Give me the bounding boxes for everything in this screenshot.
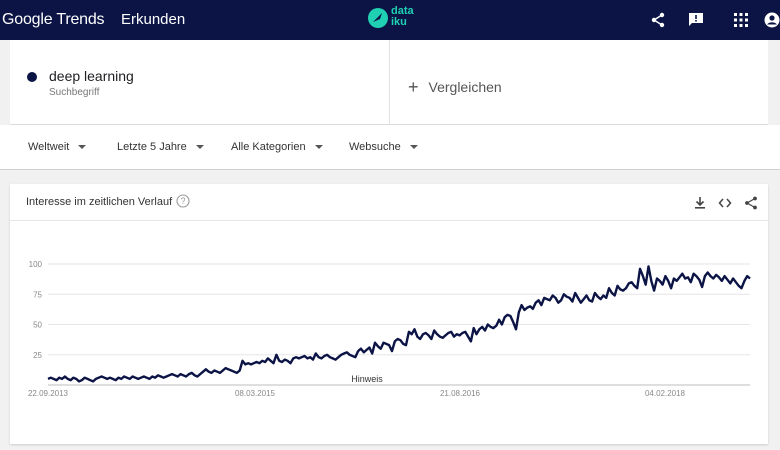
chart-card-title: Interesse im zeitlichen Verlauf bbox=[26, 196, 173, 208]
feedback-icon[interactable] bbox=[688, 12, 704, 28]
x-axis-ticks: 22.09.2013 08.03.2015 21.08.2016 04.02.2018 bbox=[28, 389, 686, 398]
region-filter[interactable]: Weltweit bbox=[28, 141, 87, 153]
y-tick-label: 75 bbox=[33, 290, 42, 299]
share-icon[interactable] bbox=[744, 196, 758, 210]
term-color-dot bbox=[27, 72, 37, 82]
y-tick-label: 25 bbox=[33, 351, 42, 360]
svg-text:?: ? bbox=[180, 196, 185, 206]
y-tick-label: 50 bbox=[33, 321, 42, 330]
y-tick-label: 100 bbox=[29, 260, 43, 269]
search-term-item[interactable]: deep learning Suchbegriff bbox=[10, 40, 390, 124]
search-term-type: Suchbegriff bbox=[49, 87, 100, 98]
x-tick-label: 08.03.2015 bbox=[235, 389, 276, 398]
account-icon[interactable] bbox=[764, 12, 780, 28]
compare-label: Vergleichen bbox=[428, 79, 502, 95]
dropdown-caret-icon bbox=[409, 145, 418, 149]
x-tick-label: 22.09.2013 bbox=[28, 389, 69, 398]
filter-bar: Weltweit Letzte 5 Jahre Alle Kategorien … bbox=[0, 125, 780, 170]
y-axis-ticks: 100 75 50 25 bbox=[29, 260, 43, 360]
compare-button[interactable]: + Vergleichen bbox=[408, 76, 502, 97]
time-range-filter[interactable]: Letzte 5 Jahre bbox=[117, 141, 204, 153]
share-icon[interactable] bbox=[650, 12, 666, 28]
page-title: Erkunden bbox=[121, 11, 186, 28]
x-tick-label: 21.08.2016 bbox=[440, 389, 481, 398]
top-app-bar: Google Trends Erkunden data iku bbox=[0, 0, 780, 40]
x-tick-label: 04.02.2018 bbox=[645, 389, 686, 398]
chart-grid bbox=[48, 263, 750, 356]
category-filter[interactable]: Alle Kategorien bbox=[231, 141, 323, 153]
download-icon[interactable] bbox=[693, 196, 707, 210]
dropdown-caret-icon bbox=[78, 145, 87, 149]
search-term-card: deep learning Suchbegriff + Vergleichen bbox=[10, 40, 768, 125]
chart-annotation-hinweis[interactable]: Hinweis bbox=[351, 374, 383, 384]
search-type-filter[interactable]: Websuche bbox=[349, 141, 418, 153]
dropdown-caret-icon bbox=[195, 145, 204, 149]
chart-card-header: Interesse im zeitlichen Verlauf ? bbox=[10, 184, 768, 221]
embed-icon[interactable] bbox=[718, 196, 732, 210]
dataiku-wordmark: data iku bbox=[391, 5, 414, 28]
apps-icon[interactable] bbox=[733, 12, 749, 28]
series-line-deep-learning[interactable] bbox=[47, 265, 751, 383]
plus-icon: + bbox=[408, 77, 419, 97]
dataiku-bird-icon bbox=[368, 8, 388, 28]
interest-over-time-chart: 100 75 50 25 Hinweis 22.09.2013 08.03.2015 21… bbox=[28, 260, 751, 398]
interest-over-time-card: Interesse im zeitlichen Verlauf ? 100 75 5… bbox=[10, 184, 768, 444]
help-icon[interactable]: ? bbox=[176, 194, 190, 208]
search-term-name[interactable]: deep learning bbox=[49, 68, 134, 84]
dropdown-caret-icon bbox=[314, 145, 323, 149]
google-trends-logo[interactable]: Google Trends bbox=[2, 11, 105, 28]
dataiku-logo: data iku bbox=[368, 6, 428, 34]
